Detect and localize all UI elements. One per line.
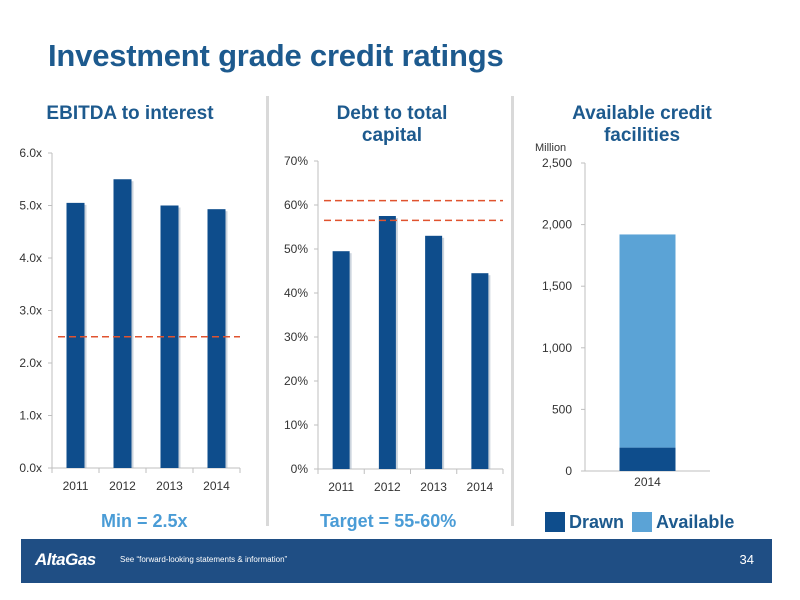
bar — [378, 216, 396, 469]
chart-title-debt: Debt to total capital — [336, 103, 448, 146]
altagas-logo: AltaGas — [35, 550, 96, 569]
x-tick-label: 2013 — [420, 480, 447, 494]
credit-chart: 0 500 1,000 1,500 2,000 2,500 2014 Million — [535, 142, 710, 489]
y-tick-label: 70% — [284, 154, 308, 168]
x-tick-label: 2013 — [156, 479, 183, 493]
y-tick-label: 1,000 — [542, 341, 572, 355]
x-tick-label: 2011 — [63, 479, 89, 493]
legend-label-available: Available — [656, 511, 735, 532]
x-tick-label: 2014 — [634, 475, 661, 489]
y-tick-label: 2.0x — [19, 356, 42, 370]
panel-divider-2 — [511, 96, 514, 526]
x-tick-label: 2014 — [467, 480, 494, 494]
chart-title-credit: Available credit facilities — [572, 103, 712, 146]
bar — [471, 273, 489, 469]
y-tick-label: 6.0x — [19, 146, 42, 160]
x-tick-label: 2012 — [109, 479, 136, 493]
chart-title-ebitda: EBITDA to interest — [46, 103, 214, 124]
x-tick-label: 2012 — [374, 480, 401, 494]
bar — [207, 209, 226, 469]
legend-swatch-drawn — [545, 512, 565, 532]
legend: Drawn Available — [545, 511, 742, 533]
bar-drawn — [619, 447, 676, 471]
y-tick-label: 3.0x — [19, 304, 42, 318]
y-tick-label: 1,500 — [542, 279, 572, 293]
y-axis-unit-label: Million — [535, 142, 566, 154]
x-tick-label: 2011 — [328, 480, 354, 494]
y-tick-label: 20% — [284, 374, 308, 388]
legend-label-drawn: Drawn — [569, 511, 625, 532]
y-tick-label: 50% — [284, 242, 308, 256]
y-tick-label: 0 — [565, 464, 572, 478]
y-tick-label: 0.0x — [19, 461, 42, 475]
target-label: Target = 55-60% — [320, 511, 457, 531]
bar — [332, 251, 350, 469]
y-tick-label: 1.0x — [19, 409, 42, 423]
x-tick-label: 2014 — [203, 479, 230, 493]
y-tick-label: 4.0x — [19, 251, 42, 265]
footer-disclaimer: See “forward-looking statements & inform… — [120, 555, 288, 564]
slide-title: Investment grade credit ratings — [48, 38, 504, 73]
ebitda-chart: 0.0x 1.0x 2.0x 3.0x 4.0x 5.0x 6.0x 2011 2012 2013… — [19, 146, 241, 493]
bar — [66, 202, 85, 468]
y-tick-label: 10% — [284, 418, 308, 432]
y-tick-label: 60% — [284, 198, 308, 212]
footer-bar: AltaGas See “forward-looking statements … — [21, 539, 772, 583]
debt-chart: 0% 10% 20% 30% 40% 50% 60% 70% 2011 2012 2013 2014 — [284, 154, 504, 494]
y-tick-label: 0% — [291, 462, 309, 476]
y-tick-label: 2,500 — [542, 156, 572, 170]
y-tick-label: 5.0x — [19, 199, 42, 213]
y-tick-label: 2,000 — [542, 218, 572, 232]
min-label: Min = 2.5x — [101, 511, 188, 531]
legend-swatch-available — [632, 512, 653, 532]
y-tick-label: 40% — [284, 286, 308, 300]
panel-divider-1 — [266, 96, 269, 526]
bar — [425, 235, 443, 469]
bar — [113, 179, 132, 468]
bar-available — [619, 234, 676, 448]
y-tick-label: 500 — [552, 402, 572, 416]
page-number: 34 — [739, 552, 754, 567]
y-tick-label: 30% — [284, 330, 308, 344]
